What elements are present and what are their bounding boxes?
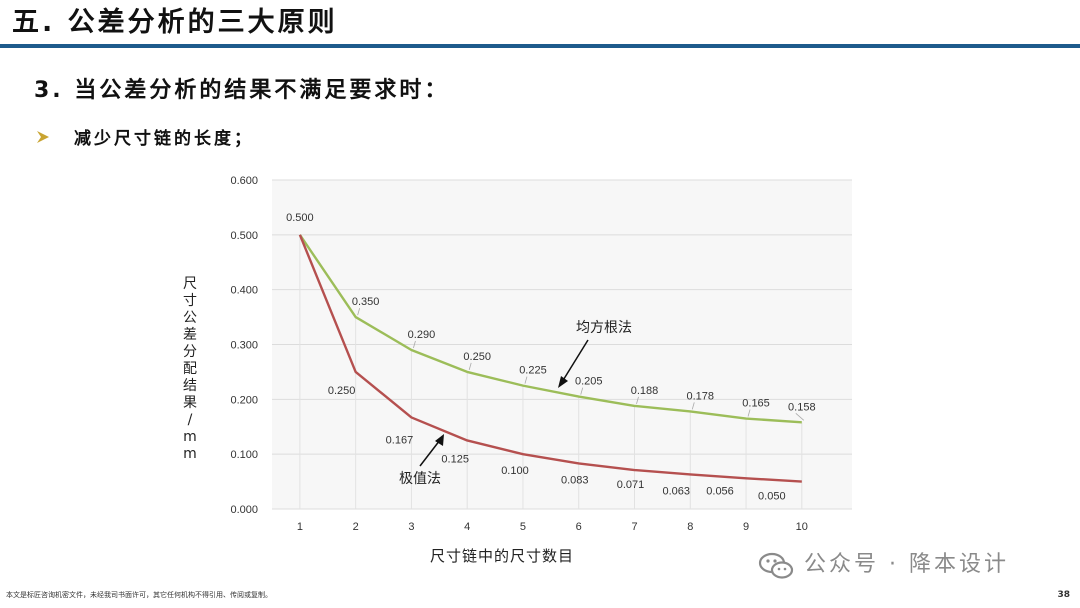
title-rule <box>0 44 1080 48</box>
arrowhead-icon <box>558 376 568 388</box>
data-label-worst-case: 0.083 <box>561 474 589 486</box>
label-leader <box>691 402 695 410</box>
y-tick-label: 0.600 <box>230 175 258 187</box>
series-line-rss <box>298 234 802 424</box>
y-axis-label: 尺寸公差分配结果/mm <box>183 276 197 462</box>
data-label-worst-case: 0.050 <box>758 491 786 503</box>
x-tick-label: 5 <box>520 521 526 533</box>
label-leader <box>636 396 639 405</box>
y-tick-label: 0.400 <box>230 285 258 297</box>
x-tick-label: 4 <box>464 521 470 533</box>
series-annotation-rss: 均方根法 <box>576 320 632 336</box>
label-leader <box>795 413 805 421</box>
data-label-worst-case: 0.100 <box>501 465 529 477</box>
y-tick-label: 0.200 <box>230 394 258 406</box>
data-label-worst-case: 0.071 <box>617 479 645 491</box>
label-leader <box>413 340 416 349</box>
label-leader <box>580 387 584 395</box>
x-tick-label: 7 <box>631 521 637 533</box>
page-number: 38 <box>1057 590 1070 600</box>
data-label-rss: 0.225 <box>519 365 547 377</box>
label-leader <box>468 362 472 371</box>
x-tick-label: 8 <box>687 521 693 533</box>
data-label-rss: 0.165 <box>742 398 770 410</box>
data-label-worst-case: 0.250 <box>328 385 356 397</box>
x-tick-label: 6 <box>576 521 582 533</box>
data-label-worst-case: 0.125 <box>441 453 469 465</box>
y-tick-label: 0.300 <box>230 340 258 352</box>
data-label-rss: 0.158 <box>788 401 816 413</box>
section-heading: 3. 当公差分析的结果不满足要求时： <box>34 78 450 103</box>
x-axis-label: 尺寸链中的尺寸数目 <box>430 547 575 565</box>
x-tick-label: 3 <box>408 521 414 533</box>
data-label-rss: 0.290 <box>408 329 436 341</box>
data-label-rss: 0.500 <box>286 212 314 224</box>
data-label-worst-case: 0.063 <box>663 485 691 497</box>
y-tick-label: 0.000 <box>230 504 258 516</box>
x-tick-label: 1 <box>297 521 303 533</box>
bullet-text: 减少尺寸链的长度； <box>74 129 254 149</box>
x-tick-label: 9 <box>743 521 749 533</box>
label-leader <box>524 376 528 384</box>
data-label-rss: 0.250 <box>463 351 491 363</box>
x-tick-label: 10 <box>796 521 808 533</box>
y-tick-label: 0.500 <box>230 230 258 242</box>
label-leader <box>357 307 361 316</box>
slide-title: 五. 公差分析的三大原则 <box>12 7 338 38</box>
footer-note: 本文是标匠咨询机密文件，未经我司书面许可，其它任何机构不得引用、传阅或复制。 <box>6 591 272 599</box>
y-tick-label: 0.100 <box>230 449 258 461</box>
arrowhead-icon <box>435 434 444 446</box>
data-label-worst-case: 0.056 <box>706 485 734 497</box>
data-label-rss: 0.178 <box>687 390 715 402</box>
label-leader <box>747 409 751 417</box>
data-label-rss: 0.205 <box>575 376 603 388</box>
series-line-worst-case <box>298 234 802 483</box>
annotation-arrow-rss <box>561 339 589 383</box>
x-tick-label: 2 <box>353 521 359 533</box>
arrow-bullet-icon <box>37 131 49 143</box>
data-label-rss: 0.350 <box>352 296 380 308</box>
data-label-worst-case: 0.167 <box>386 434 414 446</box>
wechat-icon <box>758 552 794 579</box>
watermark-text: 公众号 · 降本设计 <box>804 552 1009 577</box>
annotation-arrow-worst-case <box>419 439 441 467</box>
series-annotation-worst-case: 极值法 <box>399 471 441 487</box>
data-label-rss: 0.188 <box>631 385 659 397</box>
